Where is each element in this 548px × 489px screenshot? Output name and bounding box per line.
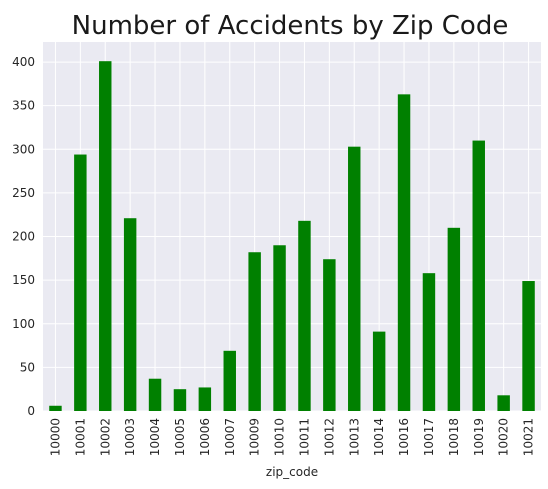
- bar-10013: [348, 146, 361, 411]
- x-tick-label: 10001: [73, 418, 87, 456]
- x-tick-label: 10016: [397, 418, 411, 456]
- bar-10009: [248, 252, 261, 411]
- y-axis-ticks: 0 50 100 150 200 250 300 350 400: [12, 55, 35, 418]
- x-tick-label: 10006: [198, 418, 212, 456]
- y-tick-label: 50: [20, 360, 35, 374]
- x-tick-label: 10010: [273, 418, 287, 456]
- bar-10004: [148, 378, 162, 411]
- x-tick-label: 10009: [248, 418, 262, 456]
- x-tick-label: 10011: [297, 418, 311, 456]
- x-tick-label: 10012: [322, 418, 336, 456]
- y-tick-label: 300: [12, 142, 35, 156]
- x-tick-label: 10005: [173, 418, 187, 456]
- x-tick-label: 10007: [223, 418, 237, 456]
- bar-10020: [497, 395, 510, 411]
- plot-area: [43, 42, 541, 411]
- x-tick-label: 10014: [372, 418, 386, 456]
- bar-10007: [223, 350, 236, 411]
- bar-10021: [522, 281, 535, 411]
- bar-10000: [49, 405, 62, 411]
- x-tick-label: 10019: [472, 418, 486, 456]
- x-tick-label: 10013: [347, 418, 361, 456]
- bar-10011: [298, 220, 311, 411]
- bar-10018: [447, 227, 461, 411]
- chart-title: Number of Accidents by Zip Code: [72, 11, 509, 41]
- bar-10005: [173, 389, 187, 411]
- y-tick-label: 100: [12, 317, 35, 331]
- y-tick-label: 0: [27, 404, 35, 418]
- bar-10010: [273, 245, 286, 411]
- bar-10002: [99, 61, 112, 411]
- bar-10001: [74, 154, 87, 411]
- bar-10016: [397, 94, 411, 411]
- bar-10017: [422, 273, 436, 411]
- y-tick-label: 200: [12, 230, 35, 244]
- bar-10003: [123, 218, 137, 411]
- y-tick-label: 350: [12, 99, 35, 113]
- x-tick-label: 10004: [148, 418, 162, 456]
- bars: [49, 61, 535, 411]
- bar-10014: [372, 331, 386, 411]
- y-tick-label: 150: [12, 273, 35, 287]
- bar-10019: [472, 140, 485, 411]
- x-tick-label: 10020: [497, 418, 511, 456]
- bar-10012: [323, 259, 336, 411]
- x-tick-label: 10017: [422, 418, 436, 456]
- x-tick-label: 10021: [522, 418, 536, 456]
- x-tick-label: 10018: [447, 418, 461, 456]
- x-tick-label: 10003: [123, 418, 137, 456]
- y-tick-label: 400: [12, 55, 35, 69]
- x-axis-ticks: 10000 10001 10002 10003 10004 10005 10006 10007…: [48, 418, 535, 456]
- x-tick-label: 10000: [48, 418, 62, 456]
- x-axis-label: zip_code: [266, 465, 318, 479]
- x-tick-label: 10002: [98, 418, 112, 456]
- y-tick-label: 250: [12, 186, 35, 200]
- bar-10006: [198, 387, 212, 411]
